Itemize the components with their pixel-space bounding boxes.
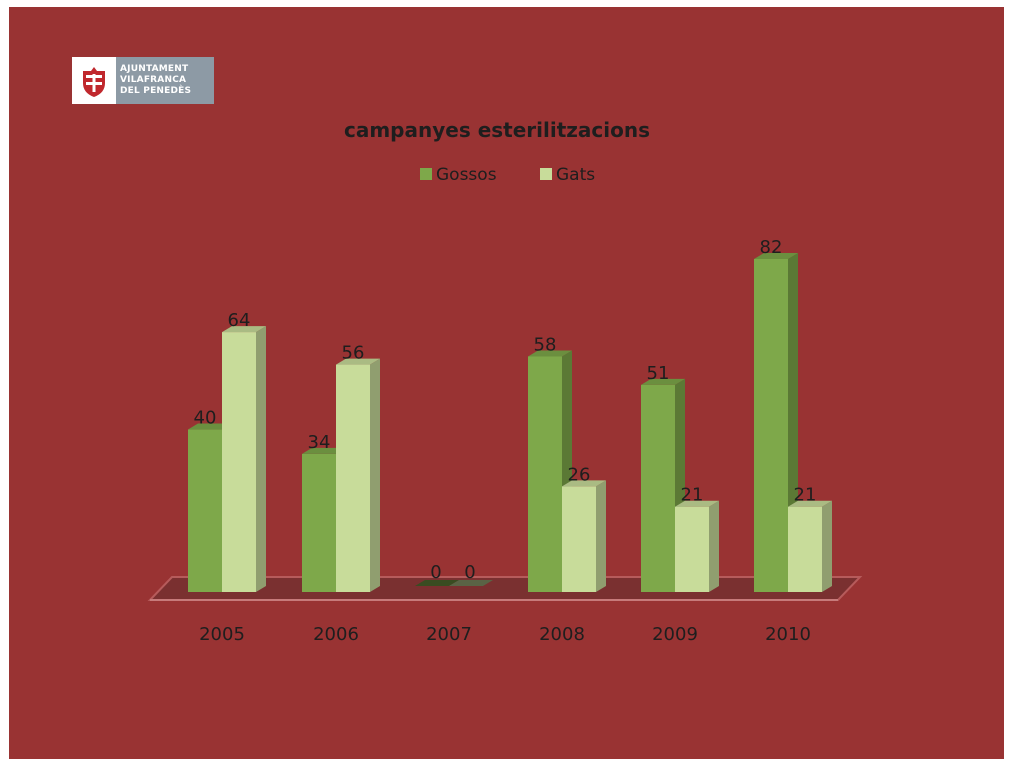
data-label-gats-2008: 26	[568, 464, 591, 485]
data-label-gats-2007: 0	[464, 562, 475, 583]
x-tick-2008: 2008	[539, 624, 585, 645]
data-label-gossos-2009: 51	[647, 363, 670, 384]
bar-gats-2006	[336, 358, 380, 592]
legend: Gossos Gats	[420, 165, 595, 185]
data-label-gossos-2005: 40	[194, 408, 217, 429]
x-tick-2007: 2007	[426, 624, 472, 645]
bar-gossos-2007	[415, 580, 459, 586]
data-label-gossos-2006: 34	[308, 432, 331, 453]
bar-gats-2005	[222, 326, 266, 592]
coat-of-arms-icon	[72, 57, 116, 104]
bar-gats-2007	[449, 580, 493, 586]
x-tick-2010: 2010	[765, 624, 811, 645]
data-label-gats-2009: 21	[681, 485, 704, 506]
data-label-gats-2005: 64	[228, 310, 251, 331]
bar-gats-2008	[562, 480, 606, 592]
legend-label-gossos: Gossos	[436, 165, 497, 185]
data-label-gossos-2007: 0	[430, 562, 441, 583]
legend-label-gats: Gats	[556, 165, 595, 185]
chart-background	[9, 7, 1004, 759]
x-axis-tick-labels: 2005 2006 2007 2008 2009 2010	[199, 624, 811, 645]
bars	[188, 253, 832, 592]
ajuntament-logo: AJUNTAMENT VILAFRANCA DEL PENEDÈS	[72, 57, 214, 104]
data-label-gossos-2010: 82	[760, 237, 783, 258]
legend-swatch-gossos	[420, 168, 432, 180]
data-labels: 40 64 34 56 0 0 58 26 51 21 82 21	[194, 237, 817, 583]
x-tick-2009: 2009	[652, 624, 698, 645]
bar-gats-2009	[675, 500, 719, 592]
logo-line-1: AJUNTAMENT	[120, 64, 189, 74]
data-label-gats-2010: 21	[794, 485, 817, 506]
data-label-gats-2006: 56	[342, 343, 365, 364]
x-tick-2006: 2006	[313, 624, 359, 645]
x-tick-2005: 2005	[199, 624, 245, 645]
logo-text: AJUNTAMENT VILAFRANCA DEL PENEDÈS	[116, 57, 214, 104]
bar-gats-2010	[788, 500, 832, 592]
chart-title: campanyes esterilitzacions	[344, 118, 650, 142]
logo-line-3: DEL PENEDÈS	[120, 86, 192, 96]
data-label-gossos-2008: 58	[534, 334, 557, 355]
logo-line-2: VILAFRANCA	[120, 75, 187, 85]
legend-swatch-gats	[540, 168, 552, 180]
